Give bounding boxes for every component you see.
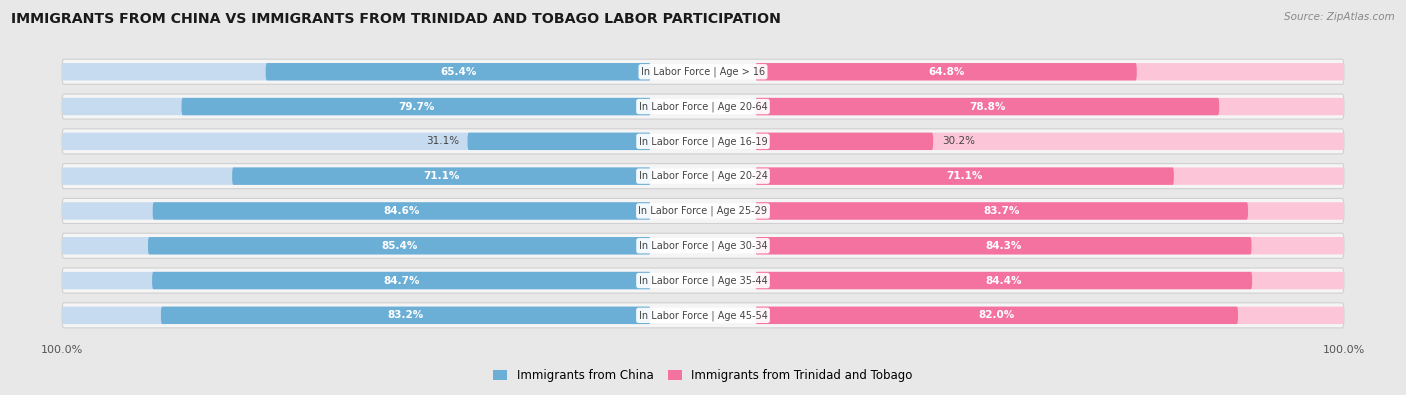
Text: In Labor Force | Age 30-34: In Labor Force | Age 30-34 <box>638 241 768 251</box>
FancyBboxPatch shape <box>62 164 1344 189</box>
FancyBboxPatch shape <box>62 167 651 185</box>
Text: 65.4%: 65.4% <box>440 67 477 77</box>
FancyBboxPatch shape <box>62 303 1344 328</box>
FancyBboxPatch shape <box>755 307 1344 324</box>
Text: 84.7%: 84.7% <box>382 276 419 286</box>
Text: 82.0%: 82.0% <box>979 310 1015 320</box>
Text: 30.2%: 30.2% <box>942 136 974 147</box>
FancyBboxPatch shape <box>755 202 1344 220</box>
FancyBboxPatch shape <box>755 307 1239 324</box>
Text: In Labor Force | Age 25-29: In Labor Force | Age 25-29 <box>638 206 768 216</box>
FancyBboxPatch shape <box>62 307 651 324</box>
FancyBboxPatch shape <box>153 202 651 220</box>
FancyBboxPatch shape <box>755 63 1344 81</box>
Legend: Immigrants from China, Immigrants from Trinidad and Tobago: Immigrants from China, Immigrants from T… <box>488 364 918 386</box>
FancyBboxPatch shape <box>755 272 1344 289</box>
Text: In Labor Force | Age 20-64: In Labor Force | Age 20-64 <box>638 101 768 112</box>
Text: 64.8%: 64.8% <box>928 67 965 77</box>
FancyBboxPatch shape <box>468 133 651 150</box>
FancyBboxPatch shape <box>62 133 651 150</box>
Text: 83.2%: 83.2% <box>388 310 423 320</box>
Text: 79.7%: 79.7% <box>398 102 434 111</box>
Text: 84.3%: 84.3% <box>986 241 1022 251</box>
FancyBboxPatch shape <box>62 268 1344 293</box>
FancyBboxPatch shape <box>62 59 1344 84</box>
FancyBboxPatch shape <box>148 237 651 254</box>
Text: In Labor Force | Age 16-19: In Labor Force | Age 16-19 <box>638 136 768 147</box>
FancyBboxPatch shape <box>62 198 1344 224</box>
Text: 31.1%: 31.1% <box>426 136 458 147</box>
FancyBboxPatch shape <box>755 237 1344 254</box>
Text: In Labor Force | Age > 16: In Labor Force | Age > 16 <box>641 66 765 77</box>
FancyBboxPatch shape <box>62 272 651 289</box>
Text: 83.7%: 83.7% <box>984 206 1019 216</box>
FancyBboxPatch shape <box>62 98 651 115</box>
FancyBboxPatch shape <box>755 202 1249 220</box>
FancyBboxPatch shape <box>62 63 651 81</box>
FancyBboxPatch shape <box>62 233 1344 258</box>
FancyBboxPatch shape <box>160 307 651 324</box>
Text: In Labor Force | Age 35-44: In Labor Force | Age 35-44 <box>638 275 768 286</box>
Text: In Labor Force | Age 45-54: In Labor Force | Age 45-54 <box>638 310 768 321</box>
FancyBboxPatch shape <box>755 167 1344 185</box>
Text: 85.4%: 85.4% <box>381 241 418 251</box>
Text: 71.1%: 71.1% <box>946 171 983 181</box>
FancyBboxPatch shape <box>181 98 651 115</box>
FancyBboxPatch shape <box>755 63 1137 81</box>
FancyBboxPatch shape <box>755 98 1219 115</box>
Text: 84.4%: 84.4% <box>986 276 1022 286</box>
FancyBboxPatch shape <box>266 63 651 81</box>
FancyBboxPatch shape <box>62 237 651 254</box>
Text: In Labor Force | Age 20-24: In Labor Force | Age 20-24 <box>638 171 768 181</box>
FancyBboxPatch shape <box>755 167 1174 185</box>
FancyBboxPatch shape <box>232 167 651 185</box>
FancyBboxPatch shape <box>152 272 651 289</box>
FancyBboxPatch shape <box>755 237 1251 254</box>
FancyBboxPatch shape <box>755 133 934 150</box>
FancyBboxPatch shape <box>62 94 1344 119</box>
FancyBboxPatch shape <box>755 98 1344 115</box>
FancyBboxPatch shape <box>755 272 1253 289</box>
FancyBboxPatch shape <box>62 202 651 220</box>
FancyBboxPatch shape <box>755 133 1344 150</box>
Text: 84.6%: 84.6% <box>384 206 420 216</box>
Text: 71.1%: 71.1% <box>423 171 460 181</box>
Text: Source: ZipAtlas.com: Source: ZipAtlas.com <box>1284 12 1395 22</box>
Text: IMMIGRANTS FROM CHINA VS IMMIGRANTS FROM TRINIDAD AND TOBAGO LABOR PARTICIPATION: IMMIGRANTS FROM CHINA VS IMMIGRANTS FROM… <box>11 12 782 26</box>
Text: 78.8%: 78.8% <box>969 102 1005 111</box>
FancyBboxPatch shape <box>62 129 1344 154</box>
